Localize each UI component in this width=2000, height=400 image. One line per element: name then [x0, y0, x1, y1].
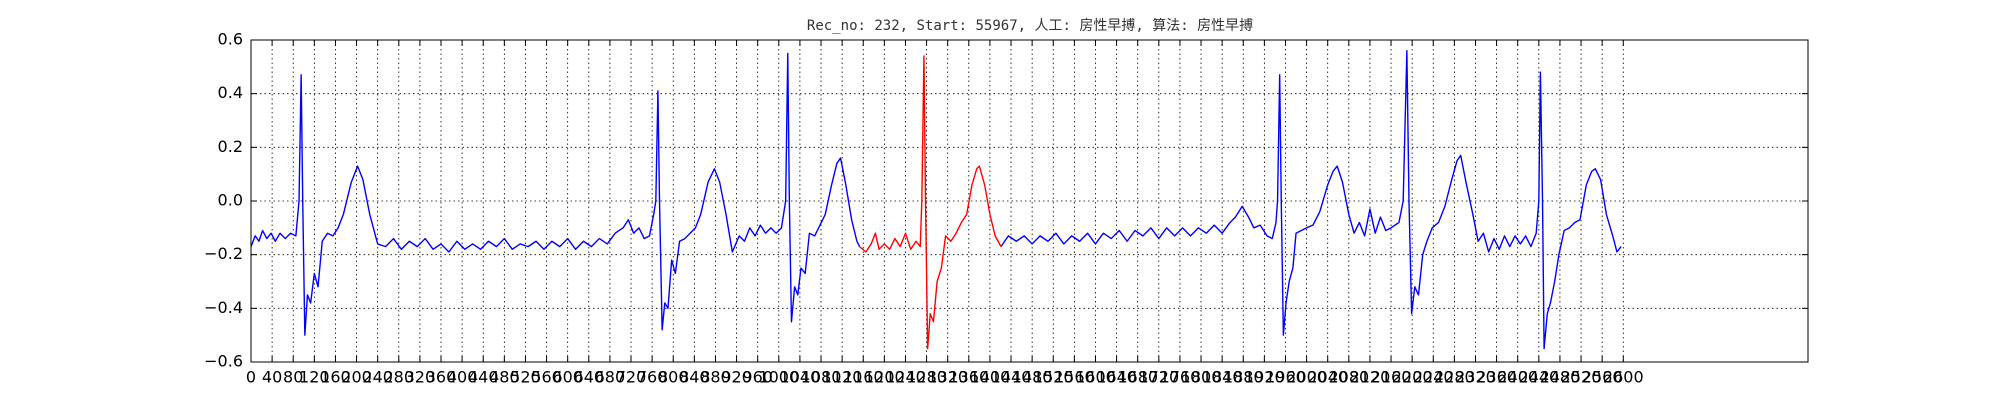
x-tick-label: 0	[246, 368, 256, 387]
x-tick-label: 1680	[1117, 368, 1158, 387]
x-tick-label: 280	[384, 368, 415, 387]
x-tick-label: 2000	[1286, 368, 1327, 387]
x-tick-label: 2160	[1371, 368, 1412, 387]
x-tick-label: 1800	[1181, 368, 1222, 387]
x-tick-label: 880	[700, 368, 731, 387]
x-tick-label: 2200	[1392, 368, 1433, 387]
x-tick-label: 720	[616, 368, 647, 387]
x-tick-label: 1960	[1265, 368, 1306, 387]
y-tick-label: −0.6	[204, 352, 243, 371]
x-tick-label: 2120	[1350, 368, 1391, 387]
x-tick-label: 800	[658, 368, 689, 387]
x-tick-label: 2520	[1561, 368, 1602, 387]
x-tick-label: 640	[574, 368, 605, 387]
x-tick-label: 560	[531, 368, 562, 387]
x-tick-label: 1480	[1012, 368, 1053, 387]
x-tick-label: 2400	[1497, 368, 1538, 387]
x-tick-label: 360	[426, 368, 457, 387]
x-tick-label: 2080	[1328, 368, 1369, 387]
x-tick-label: 120	[299, 368, 330, 387]
x-tick-label: 840	[679, 368, 710, 387]
x-tick-label: 2240	[1413, 368, 1454, 387]
x-tick-label: 1560	[1054, 368, 1095, 387]
x-tick-label: 2440	[1518, 368, 1559, 387]
x-tick-label: 1200	[864, 368, 905, 387]
y-tick-label: 0.6	[218, 30, 243, 49]
x-tick-label: 760	[637, 368, 668, 387]
x-tick-label: 1880	[1223, 368, 1264, 387]
x-tick-label: 1120	[822, 368, 863, 387]
x-tick-label: 960	[742, 368, 773, 387]
plot-frame	[250, 39, 1809, 363]
x-tick-label: 1160	[843, 368, 884, 387]
x-tick-label: 1080	[801, 368, 842, 387]
x-tick-label: 1920	[1244, 368, 1285, 387]
y-tick-label: −0.4	[204, 298, 243, 317]
x-tick-label: 2560	[1582, 368, 1623, 387]
x-tick-label: 2320	[1455, 368, 1496, 387]
x-tick-label: 2600	[1603, 368, 1644, 387]
x-tick-label: 1640	[1096, 368, 1137, 387]
x-tick-label: 920	[721, 368, 752, 387]
x-tick-label: 1400	[970, 368, 1011, 387]
x-tick-label: 2480	[1540, 368, 1581, 387]
x-tick-label: 1440	[991, 368, 1032, 387]
x-tick-label: 1760	[1160, 368, 1201, 387]
x-tick-label: 80	[283, 368, 303, 387]
x-tick-label: 200	[341, 368, 372, 387]
x-tick-label: 1040	[780, 368, 821, 387]
x-tick-label: 1280	[906, 368, 947, 387]
x-tick-label: 2040	[1307, 368, 1348, 387]
x-tick-label: 1720	[1138, 368, 1179, 387]
x-tick-label: 1520	[1033, 368, 1074, 387]
x-tick-label: 2360	[1476, 368, 1517, 387]
x-tick-label: 320	[405, 368, 436, 387]
x-tick-label: 1600	[1075, 368, 1116, 387]
x-tick-label: 40	[262, 368, 282, 387]
x-tick-label: 160	[320, 368, 351, 387]
x-tick-label: 2280	[1434, 368, 1475, 387]
ecg-line	[250, 50, 1622, 350]
ecg-line	[859, 55, 1002, 350]
x-tick-label: 240	[362, 368, 393, 387]
x-tick-label: 680	[595, 368, 626, 387]
x-tick-label: 1360	[948, 368, 989, 387]
y-tick-label: −0.2	[204, 244, 243, 263]
y-tick-label: 0.0	[218, 191, 243, 210]
x-tick-label: 1320	[927, 368, 968, 387]
x-tick-label: 1240	[885, 368, 926, 387]
x-tick-label: 440	[468, 368, 499, 387]
x-tick-label: 600	[552, 368, 583, 387]
x-tick-label: 520	[510, 368, 541, 387]
x-tick-label: 400	[447, 368, 478, 387]
x-tick-label: 480	[489, 368, 520, 387]
y-tick-label: 0.4	[218, 83, 243, 102]
y-tick-label: 0.2	[218, 137, 243, 156]
chart-title: Rec_no: 232, Start: 55967, 人工: 房性早搏, 算法:…	[807, 17, 1253, 34]
x-tick-label: 1840	[1202, 368, 1243, 387]
x-tick-label: 1000	[758, 368, 799, 387]
